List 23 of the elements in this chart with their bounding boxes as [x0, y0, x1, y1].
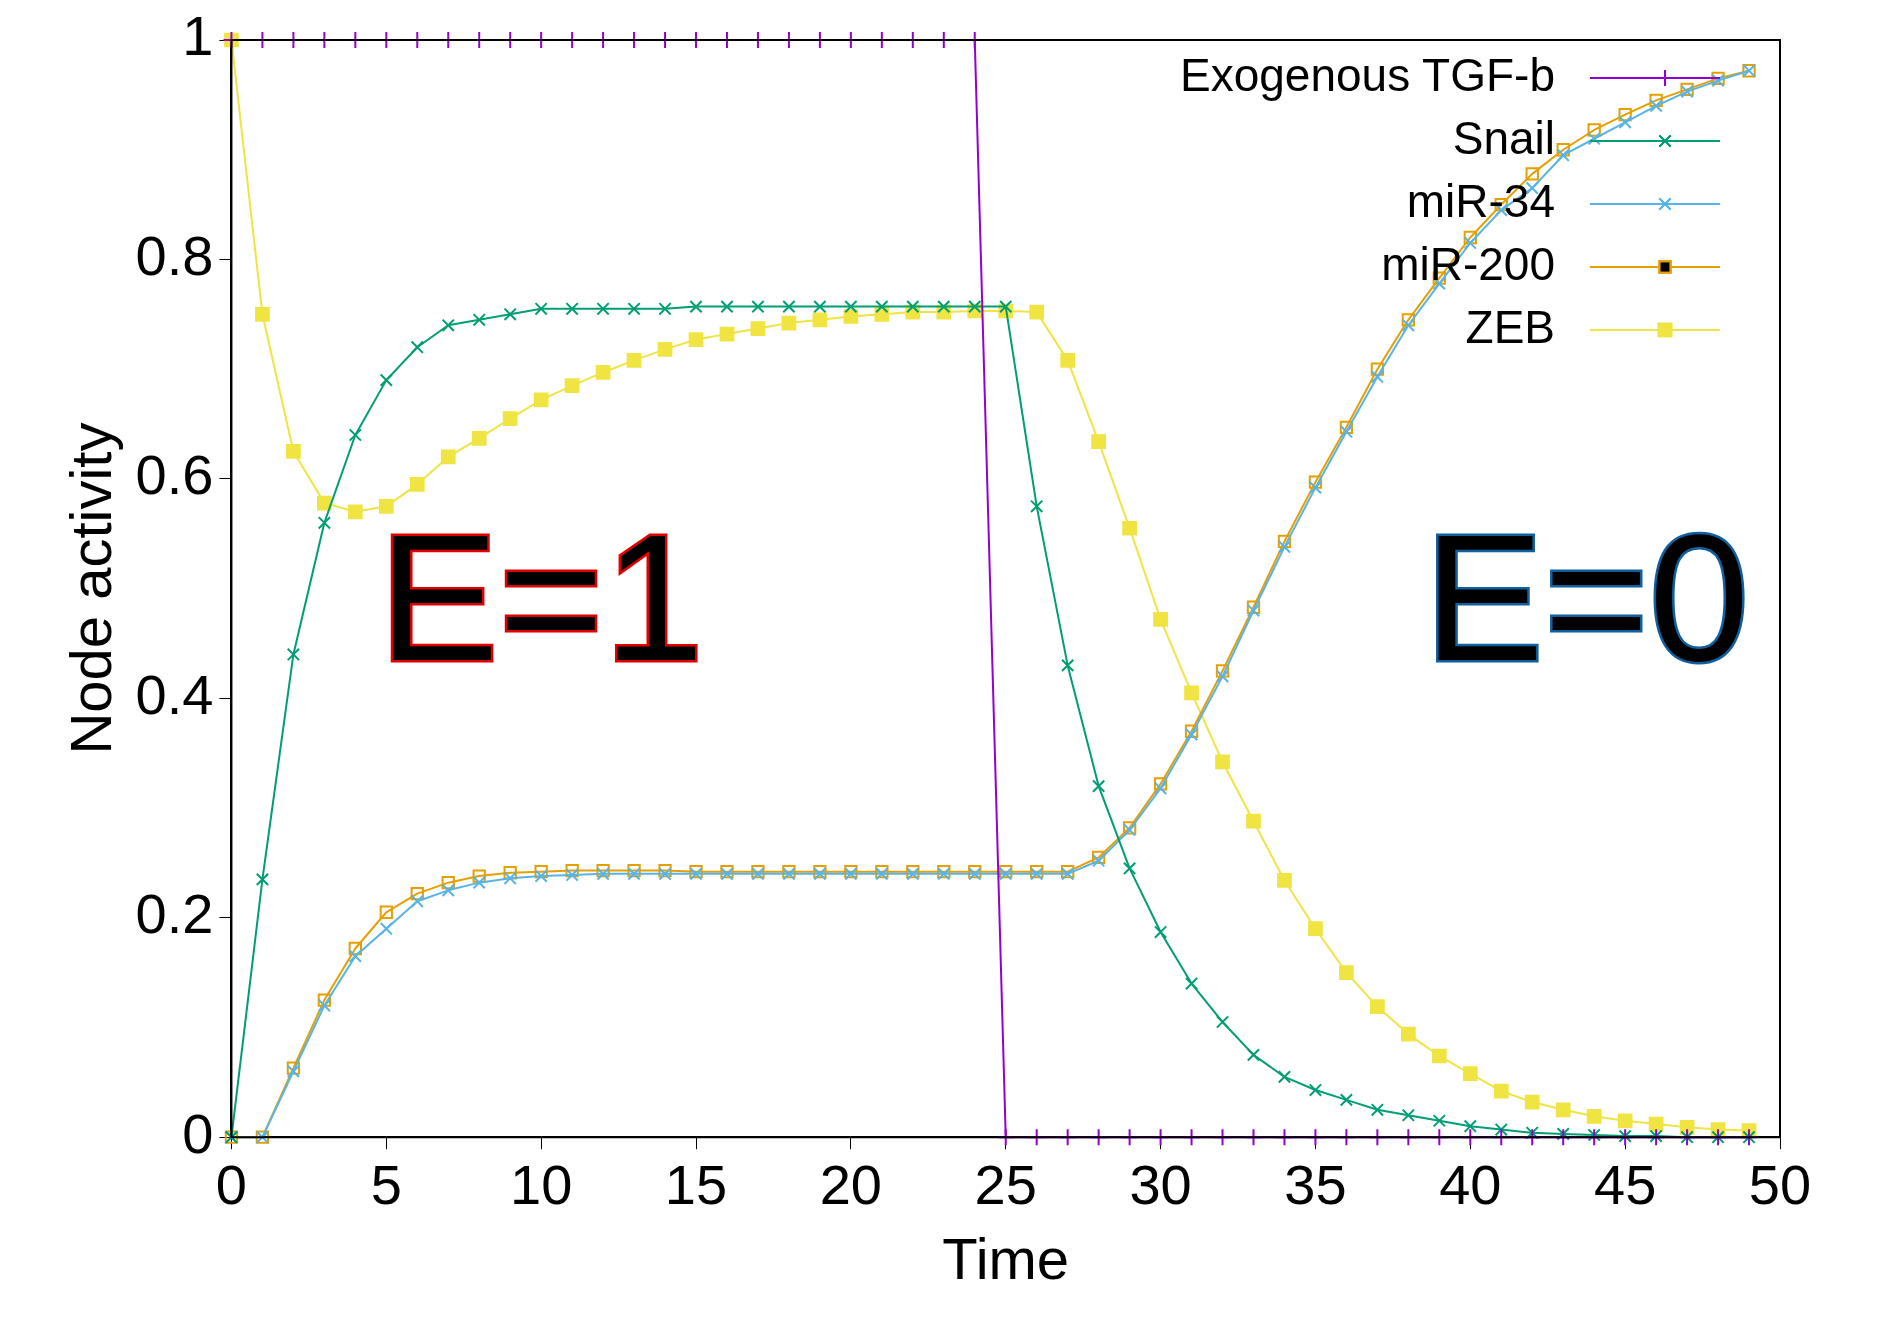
legend-label: ZEB — [1465, 300, 1555, 353]
x-tick-label: 45 — [1594, 1153, 1657, 1217]
x-tick-label: 5 — [370, 1153, 402, 1217]
y-tick-label: 1 — [182, 4, 214, 68]
x-tick-label: 10 — [510, 1153, 573, 1217]
y-tick-label: 0.2 — [135, 882, 214, 946]
x-tick-label: 50 — [1748, 1153, 1812, 1217]
legend-label: Snail — [1452, 111, 1555, 164]
x-tick-label: 25 — [974, 1153, 1037, 1217]
x-tick-label: 20 — [819, 1153, 883, 1217]
x-tick-label: 35 — [1284, 1153, 1347, 1217]
x-axis-title: Time — [942, 1226, 1070, 1292]
annotation: E=1 — [378, 497, 704, 699]
x-tick-label: 40 — [1439, 1153, 1502, 1217]
y-tick-label: 0.6 — [135, 443, 214, 507]
x-tick-label: 15 — [664, 1153, 728, 1217]
y-tick-label: 0.4 — [135, 662, 214, 726]
x-tick-label: 30 — [1129, 1153, 1192, 1217]
legend-label: Exogenous TGF-b — [1179, 48, 1555, 101]
y-tick-label: 0 — [182, 1101, 214, 1165]
y-axis-title: Node activity — [57, 422, 123, 755]
annotation: E=0 — [1423, 497, 1750, 699]
y-tick-label: 0.8 — [135, 223, 214, 287]
